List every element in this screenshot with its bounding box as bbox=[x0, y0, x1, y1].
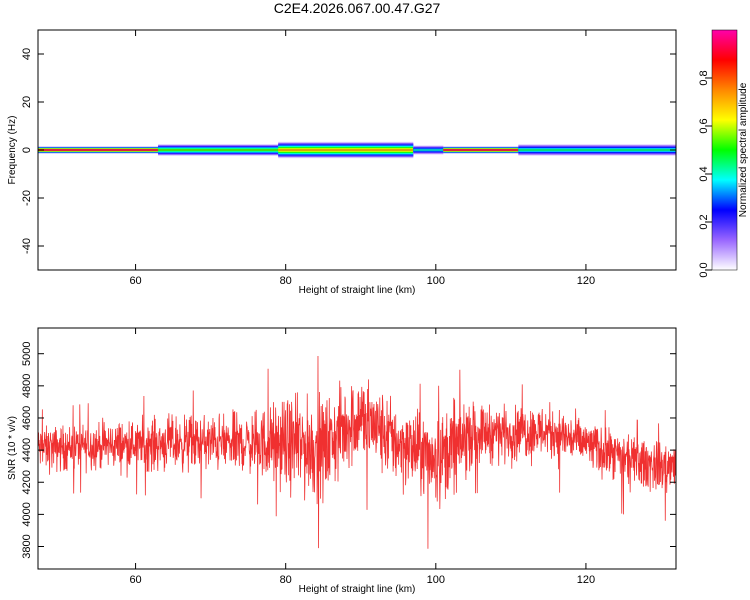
spectrogram-x-label: Height of straight line (km) bbox=[299, 285, 416, 296]
y-tick-label: 0 bbox=[21, 147, 33, 153]
snr-frame bbox=[37, 327, 677, 570]
spectrogram-x-ticks: 60 80 100 120 bbox=[129, 30, 595, 287]
y-tick-label: -20 bbox=[21, 190, 33, 206]
y-tick-label: 4600 bbox=[21, 406, 33, 430]
snr-marks bbox=[38, 355, 676, 549]
y-tick-label: 4000 bbox=[21, 502, 33, 526]
colorbar-fill bbox=[711, 29, 738, 271]
x-tick-label: 60 bbox=[129, 574, 141, 586]
x-tick-label: 80 bbox=[280, 275, 292, 287]
colorbar-label: Normalized spectral amplitude bbox=[738, 82, 749, 217]
colorbar-tick-label: 0.8 bbox=[698, 70, 710, 85]
spectrogram-y-label: Frequency (Hz) bbox=[7, 116, 18, 185]
y-tick-label: 5000 bbox=[21, 341, 33, 365]
y-tick-label: 4800 bbox=[21, 374, 33, 398]
y-tick-label: 4200 bbox=[21, 470, 33, 494]
x-tick-label: 60 bbox=[129, 275, 141, 287]
snr-panel: 60 80 100 120 3800400042004400460048005000 … bbox=[7, 327, 677, 595]
y-tick-label: 20 bbox=[21, 96, 33, 108]
spectrogram-y-ticks: -40 -20 0 20 40 bbox=[21, 48, 676, 254]
y-tick-label: 4400 bbox=[21, 438, 33, 462]
colorbar-tick-label: 0.0 bbox=[698, 262, 710, 277]
spectrogram-marks bbox=[38, 141, 676, 159]
y-tick-label: 40 bbox=[21, 48, 33, 60]
snr-y-ticks: 3800 4000 4200 4400 4600 4800 5000 bbox=[21, 341, 676, 559]
snr-x-ticks: 60 80 100 120 bbox=[129, 328, 595, 586]
snr-x-label: Height of straight line (km) bbox=[299, 584, 416, 595]
y-tick-label: 3800 bbox=[21, 534, 33, 558]
colorbar-tick-label: 0.6 bbox=[698, 118, 710, 133]
colorbar-ticks: 0.0 0.2 0.4 0.6 0.8 bbox=[698, 70, 712, 278]
x-tick-label: 100 bbox=[427, 275, 445, 287]
colorbar: 0.0 0.2 0.4 0.6 0.8 Normalized spectral ampl… bbox=[698, 29, 749, 278]
x-tick-label: 100 bbox=[427, 574, 445, 586]
colorbar-tick-label: 0.4 bbox=[698, 166, 710, 181]
x-tick-label: 120 bbox=[577, 574, 595, 586]
snr-y-label: SNR (10 * v/v) bbox=[7, 416, 18, 480]
y-tick-label: -40 bbox=[21, 238, 33, 254]
snr-series-line bbox=[38, 355, 676, 549]
spectrogram-panel: 60 80 100 120 -40 -20 0 20 40 Height of straigh… bbox=[7, 29, 677, 296]
x-tick-label: 120 bbox=[577, 275, 595, 287]
x-tick-label: 80 bbox=[280, 574, 292, 586]
colorbar-tick-label: 0.2 bbox=[698, 214, 710, 229]
figure-title: C2E4.2026.067.00.47.G27 bbox=[274, 0, 441, 16]
